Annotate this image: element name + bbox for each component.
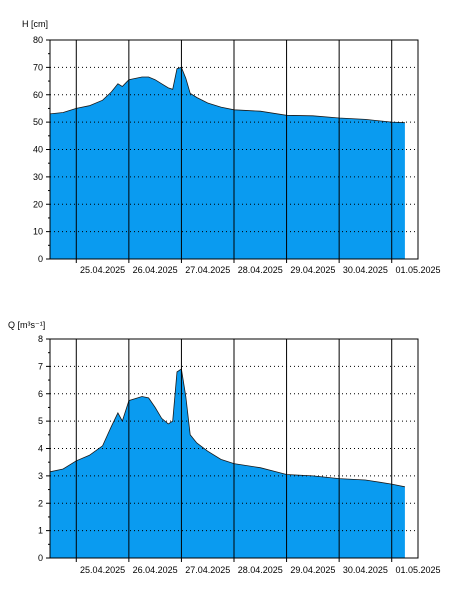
series-area: [50, 369, 405, 558]
y-tick-label: 10: [33, 227, 43, 237]
y-tick-label: 20: [33, 199, 43, 209]
y-tick-label: 80: [33, 35, 43, 45]
y-tick-label: 0: [38, 553, 43, 563]
x-tick-label: 29.04.2025: [290, 565, 335, 575]
x-tick-label: 28.04.2025: [238, 565, 283, 575]
series-area: [50, 67, 405, 260]
x-tick-label: 30.04.2025: [343, 565, 388, 575]
series-line: [49, 368, 405, 488]
x-tick-label: 01.05.2025: [395, 565, 440, 575]
y-tick-label: 1: [38, 526, 43, 536]
plot-frame: [49, 39, 419, 260]
series-line: [49, 66, 405, 124]
y-tick-label: 70: [33, 62, 43, 72]
x-tick-label: 26.04.2025: [133, 565, 178, 575]
x-tick-label: 28.04.2025: [238, 265, 283, 275]
y-tick-label: 3: [38, 471, 43, 481]
y-axis-label: H [cm]: [22, 19, 48, 29]
x-tick-label: 26.04.2025: [133, 265, 178, 275]
y-tick-label: 4: [38, 444, 43, 454]
y-tick-label: 0: [38, 254, 43, 264]
x-tick-label: 30.04.2025: [343, 265, 388, 275]
x-tick-label: 29.04.2025: [290, 265, 335, 275]
x-tick-label: 25.04.2025: [80, 265, 125, 275]
y-tick-label: 7: [38, 361, 43, 371]
x-tick-label: 27.04.2025: [185, 565, 230, 575]
y-tick-label: 50: [33, 117, 43, 127]
x-tick-label: 25.04.2025: [80, 565, 125, 575]
y-tick-label: 6: [38, 389, 43, 399]
y-tick-label: 5: [38, 416, 43, 426]
plot-frame: [49, 338, 419, 559]
x-tick-label: 27.04.2025: [185, 265, 230, 275]
y-tick-label: 2: [38, 498, 43, 508]
discharge-chart: Q [m³s⁻¹] 0 1 2 3 4 5 6 7 8 25.04.2025 26.04.2025 2…: [8, 320, 441, 575]
y-tick-label: 8: [38, 334, 43, 344]
y-tick-label: 30: [33, 172, 43, 182]
x-tick-label: 01.05.2025: [395, 265, 440, 275]
y-tick-label: 60: [33, 90, 43, 100]
water-level-chart: H [cm] 0 10 20 30 40 50 60 70 80 25.04.2025 26.04.…: [22, 19, 441, 275]
y-axis-label: Q [m³s⁻¹]: [8, 320, 45, 330]
y-tick-label: 40: [33, 145, 43, 155]
